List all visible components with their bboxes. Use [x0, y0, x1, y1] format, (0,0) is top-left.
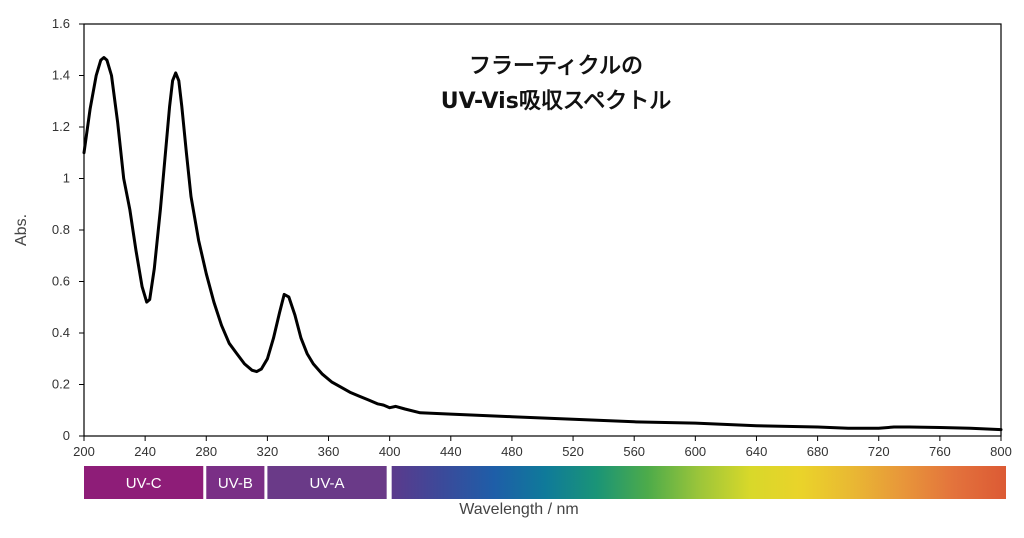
x-tick-label: 200: [73, 444, 95, 459]
chart-title: フラーティクルの UV-Vis吸収スペクトル: [441, 54, 672, 114]
x-tick-label: 520: [562, 444, 584, 459]
y-tick-label: 1.4: [52, 68, 70, 83]
x-tick-label: 360: [318, 444, 340, 459]
x-tick-label: 560: [623, 444, 645, 459]
x-tick-label: 240: [134, 444, 156, 459]
plot-area: [83, 23, 1002, 437]
band-label: UV-A: [310, 475, 345, 492]
chart-title-line-1: フラーティクルの: [469, 54, 643, 79]
x-tick-label: 720: [868, 444, 890, 459]
y-tick-label: 0.4: [52, 325, 70, 340]
y-tick-label: 1: [63, 171, 70, 186]
chart-title-line-2: UV-Vis吸収スペクトル: [441, 89, 672, 114]
y-tick-label: 1.2: [52, 119, 70, 134]
x-tick-label: 480: [501, 444, 523, 459]
y-tick-label: 0.2: [52, 377, 70, 392]
x-tick-label: 440: [440, 444, 462, 459]
y-axis: 0 0.2 0.4 0.6 0.8 1 1.2 1.4 1.6: [52, 16, 84, 443]
x-tick-label: 320: [257, 444, 279, 459]
absorbance-series-line: [82, 56, 1003, 432]
band-uv-a: [267, 466, 387, 499]
x-tick-label: 600: [684, 444, 706, 459]
band-label: UV-B: [218, 475, 253, 492]
x-tick-label: 640: [746, 444, 768, 459]
x-tick-label: 760: [929, 444, 951, 459]
x-tick-label: 280: [195, 444, 217, 459]
y-tick-label: 0: [63, 428, 70, 443]
band-label: UV-C: [126, 475, 162, 492]
x-tick-label: 400: [379, 444, 401, 459]
x-tick-label: 800: [990, 444, 1012, 459]
x-tick-label: 680: [807, 444, 829, 459]
x-axis: 200 240 280 320 360 400 440 480 520 560 600 640 680 7…: [73, 436, 1012, 459]
x-axis-title: Wavelength / nm: [459, 501, 578, 518]
y-tick-label: 0.8: [52, 222, 70, 237]
band-uv-b: [206, 466, 265, 499]
visible-spectrum-bar: [391, 466, 1007, 499]
y-tick-label: 1.6: [52, 16, 70, 31]
y-tick-label: 0.6: [52, 274, 70, 289]
y-axis-title: Abs.: [13, 214, 30, 246]
band-uv-c: [84, 466, 204, 499]
uv-bands: UV-C UV-B UV-A: [84, 466, 387, 499]
